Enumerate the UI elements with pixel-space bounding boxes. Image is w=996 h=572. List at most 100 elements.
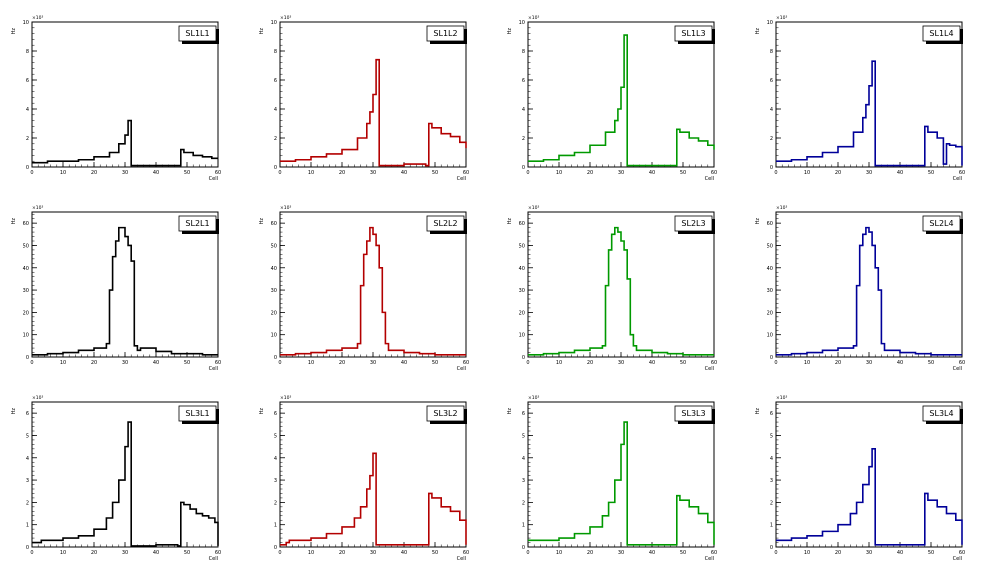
axis-multiplier: ×10³ xyxy=(280,205,291,211)
x-tick-label: 30 xyxy=(370,360,376,366)
title-box xyxy=(922,405,961,422)
x-tick-label: 0 xyxy=(526,550,529,556)
x-tick-label: 50 xyxy=(184,550,190,556)
x-tick-label: 20 xyxy=(91,170,97,176)
x-tick-label: 0 xyxy=(526,360,529,366)
y-tick-label: 1 xyxy=(274,523,277,529)
x-tick-label: 30 xyxy=(866,170,872,176)
x-tick-label: 60 xyxy=(215,360,221,366)
y-tick-label: 50 xyxy=(519,243,525,249)
x-tick-label: 40 xyxy=(649,360,655,366)
axis-multiplier: ×10³ xyxy=(776,395,787,401)
x-tick-label: 50 xyxy=(184,360,190,366)
y-tick-label: 0 xyxy=(274,545,277,551)
x-tick-label: 50 xyxy=(432,550,438,556)
y-tick-label: 0 xyxy=(274,355,277,361)
y-tick-label: 10 xyxy=(767,333,773,339)
x-tick-label: 20 xyxy=(339,170,345,176)
x-tick-label: 0 xyxy=(526,170,529,176)
histogram-panel: 0 10 20 30 40 50 60 0 10 20 30 40 50 60 Hz ×10³ Cell SL2L… xyxy=(11,205,221,372)
y-tick-label: 0 xyxy=(522,165,525,171)
x-tick-label: 20 xyxy=(835,550,841,556)
y-tick-label: 50 xyxy=(767,243,773,249)
y-axis-label: Hz xyxy=(755,408,761,415)
plot-title: SL2L1 xyxy=(185,219,209,228)
x-tick-label: 10 xyxy=(308,360,314,366)
y-tick-label: 40 xyxy=(271,266,277,272)
axis-multiplier: ×10³ xyxy=(528,395,539,401)
y-tick-label: 50 xyxy=(23,243,29,249)
title-box xyxy=(178,215,217,232)
x-tick-label: 60 xyxy=(959,550,965,556)
y-axis-label: Hz xyxy=(507,28,513,35)
y-tick-label: 4 xyxy=(26,456,29,462)
y-tick-label: 4 xyxy=(274,107,277,113)
histogram-series-line xyxy=(280,58,467,167)
y-tick-label: 50 xyxy=(271,243,277,249)
x-tick-label: 40 xyxy=(897,550,903,556)
y-tick-label: 30 xyxy=(271,288,277,294)
x-axis-label: Cell xyxy=(457,176,466,182)
x-tick-label: 30 xyxy=(618,170,624,176)
axis-multiplier: ×10³ xyxy=(32,15,43,21)
x-tick-label: 10 xyxy=(60,550,66,556)
y-tick-label: 3 xyxy=(770,478,773,484)
x-tick-label: 10 xyxy=(556,550,562,556)
y-axis-label: Hz xyxy=(11,408,17,415)
axis-multiplier: ×10³ xyxy=(776,205,787,211)
title-box xyxy=(178,25,217,42)
y-tick-label: 4 xyxy=(770,456,773,462)
y-axis-label: Hz xyxy=(259,218,265,225)
histogram-panel: 0 10 20 30 40 50 60 0 10 20 30 40 50 60 Hz ×10³ Cell SL2L… xyxy=(507,205,717,372)
histogram-panel: 0 2 4 6 8 10 0 10 20 30 40 50 60 Hz ×10³ Cell SL1L1 xyxy=(11,15,221,182)
y-tick-label: 6 xyxy=(770,411,773,417)
y-tick-label: 2 xyxy=(770,500,773,506)
y-tick-label: 5 xyxy=(522,433,525,439)
y-tick-label: 0 xyxy=(26,545,29,551)
y-axis-label: Hz xyxy=(755,218,761,225)
plot-title: SL3L4 xyxy=(929,409,953,418)
y-tick-label: 10 xyxy=(23,333,29,339)
y-tick-label: 1 xyxy=(26,523,29,529)
histogram-series-line xyxy=(776,448,963,546)
y-tick-label: 4 xyxy=(522,456,525,462)
x-tick-label: 50 xyxy=(680,170,686,176)
x-tick-label: 10 xyxy=(556,170,562,176)
y-tick-label: 5 xyxy=(274,433,277,439)
y-tick-label: 40 xyxy=(23,266,29,272)
x-tick-label: 30 xyxy=(370,170,376,176)
x-tick-label: 50 xyxy=(680,360,686,366)
histogram-series-line xyxy=(32,119,218,167)
y-axis-label: Hz xyxy=(755,28,761,35)
x-tick-label: 50 xyxy=(432,360,438,366)
x-tick-label: 60 xyxy=(959,170,965,176)
y-tick-label: 0 xyxy=(770,165,773,171)
y-tick-label: 6 xyxy=(770,78,773,84)
plot-title: SL2L3 xyxy=(681,219,705,228)
x-tick-label: 40 xyxy=(401,170,407,176)
title-box xyxy=(922,25,961,42)
histogram-panel: 0 10 20 30 40 50 60 0 10 20 30 40 50 60 Hz ×10³ Cell SL2L… xyxy=(259,205,469,372)
x-tick-label: 50 xyxy=(928,170,934,176)
x-tick-label: 40 xyxy=(897,360,903,366)
y-tick-label: 8 xyxy=(26,49,29,55)
x-tick-label: 30 xyxy=(618,360,624,366)
histogram-series-line xyxy=(528,226,714,356)
x-tick-label: 60 xyxy=(711,550,717,556)
x-tick-label: 40 xyxy=(153,550,159,556)
x-tick-label: 10 xyxy=(804,360,810,366)
y-tick-label: 2 xyxy=(26,500,29,506)
y-tick-label: 6 xyxy=(522,78,525,84)
histogram-series-line xyxy=(528,421,715,546)
x-tick-label: 20 xyxy=(339,360,345,366)
y-tick-label: 5 xyxy=(770,433,773,439)
y-axis-label: Hz xyxy=(11,28,17,35)
histogram-series-line xyxy=(776,60,963,167)
title-box xyxy=(178,405,217,422)
x-tick-label: 0 xyxy=(774,170,777,176)
x-tick-label: 50 xyxy=(928,360,934,366)
x-tick-label: 10 xyxy=(60,360,66,366)
title-box xyxy=(922,215,961,232)
